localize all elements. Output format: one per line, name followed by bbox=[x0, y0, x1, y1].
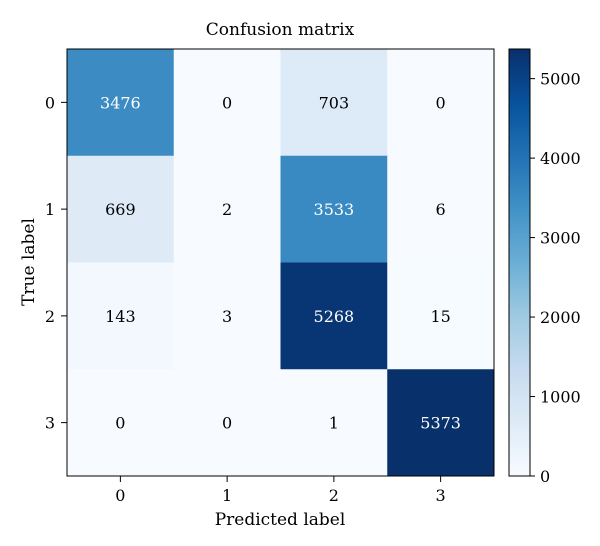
matrix-cell-r0-c3 bbox=[387, 49, 495, 157]
x-tick-label-3: 3 bbox=[436, 486, 446, 505]
x-tick-label-0: 0 bbox=[115, 486, 125, 505]
y-tick-label-1: 1 bbox=[45, 200, 55, 219]
cell-value-r0-c2: 703 bbox=[319, 93, 350, 112]
matrix-cell-r3-c3 bbox=[387, 369, 495, 477]
y-axis-label: True label bbox=[19, 218, 39, 306]
matrix-cell-r2-c2 bbox=[280, 262, 388, 370]
x-axis-ticks: 0 1 2 3 bbox=[115, 476, 446, 505]
colorbar-tick-label-4: 4000 bbox=[540, 149, 581, 168]
cell-value-r0-c0: 3476 bbox=[100, 93, 141, 112]
x-tick-label-1: 1 bbox=[222, 486, 232, 505]
x-axis-label: Predicted label bbox=[215, 510, 346, 530]
colorbar-ticks: 0 1000 2000 3000 4000 5000 bbox=[530, 70, 581, 486]
matrix-cell-r1-c3 bbox=[387, 155, 495, 263]
cell-value-r1-c0: 669 bbox=[105, 200, 136, 219]
y-axis-ticks: 0 1 2 3 bbox=[45, 93, 67, 433]
matrix-cell-r3-c1 bbox=[173, 369, 281, 477]
matrix-cell-labels: 3476 0 703 0 669 2 3533 6 143 3 5268 15 0 0 1 5373 bbox=[100, 93, 461, 432]
matrix-cell-r0-c1 bbox=[173, 49, 281, 157]
cell-value-r2-c3: 15 bbox=[430, 307, 450, 326]
chart-title: Confusion matrix bbox=[206, 20, 355, 40]
y-tick-label-3: 3 bbox=[45, 414, 55, 433]
cell-value-r3-c0: 0 bbox=[115, 414, 125, 433]
matrix-cell-r0-c2 bbox=[280, 49, 388, 157]
colorbar-tick-label-0: 0 bbox=[540, 467, 550, 486]
matrix-frame bbox=[66, 48, 495, 477]
cell-value-r3-c3: 5373 bbox=[420, 414, 461, 433]
colorbar-tick-label-5: 5000 bbox=[540, 70, 581, 89]
colorbar-tick-label-1: 1000 bbox=[540, 388, 581, 407]
matrix-cell-r1-c1 bbox=[173, 155, 281, 263]
cell-value-r2-c2: 5268 bbox=[314, 307, 355, 326]
matrix-cell-r2-c3 bbox=[387, 262, 495, 370]
matrix-cells bbox=[67, 49, 495, 477]
cell-value-r1-c1: 2 bbox=[222, 200, 232, 219]
matrix-cell-r3-c2 bbox=[280, 369, 388, 477]
matrix-cell-r2-c0 bbox=[67, 262, 175, 370]
cell-value-r3-c2: 1 bbox=[329, 414, 339, 433]
matrix-cell-r2-c1 bbox=[173, 262, 281, 370]
cell-value-r0-c1: 0 bbox=[222, 93, 232, 112]
matrix-cell-r1-c2 bbox=[280, 155, 388, 263]
cell-value-r3-c1: 0 bbox=[222, 414, 232, 433]
matrix-cell-r3-c0 bbox=[67, 369, 175, 477]
colorbar bbox=[508, 48, 531, 477]
y-tick-label-0: 0 bbox=[45, 93, 55, 112]
cell-value-r2-c0: 143 bbox=[105, 307, 136, 326]
matrix-cell-r1-c0 bbox=[67, 155, 175, 263]
matrix-cell-r0-c0 bbox=[67, 49, 175, 157]
cell-value-r1-c3: 6 bbox=[436, 200, 446, 219]
cell-value-r1-c2: 3533 bbox=[314, 200, 355, 219]
cell-value-r0-c3: 0 bbox=[436, 93, 446, 112]
colorbar-tick-label-2: 2000 bbox=[540, 308, 581, 327]
x-tick-label-2: 2 bbox=[329, 486, 339, 505]
cell-value-r2-c1: 3 bbox=[222, 307, 232, 326]
y-tick-label-2: 2 bbox=[45, 307, 55, 326]
colorbar-tick-label-3: 3000 bbox=[540, 229, 581, 248]
